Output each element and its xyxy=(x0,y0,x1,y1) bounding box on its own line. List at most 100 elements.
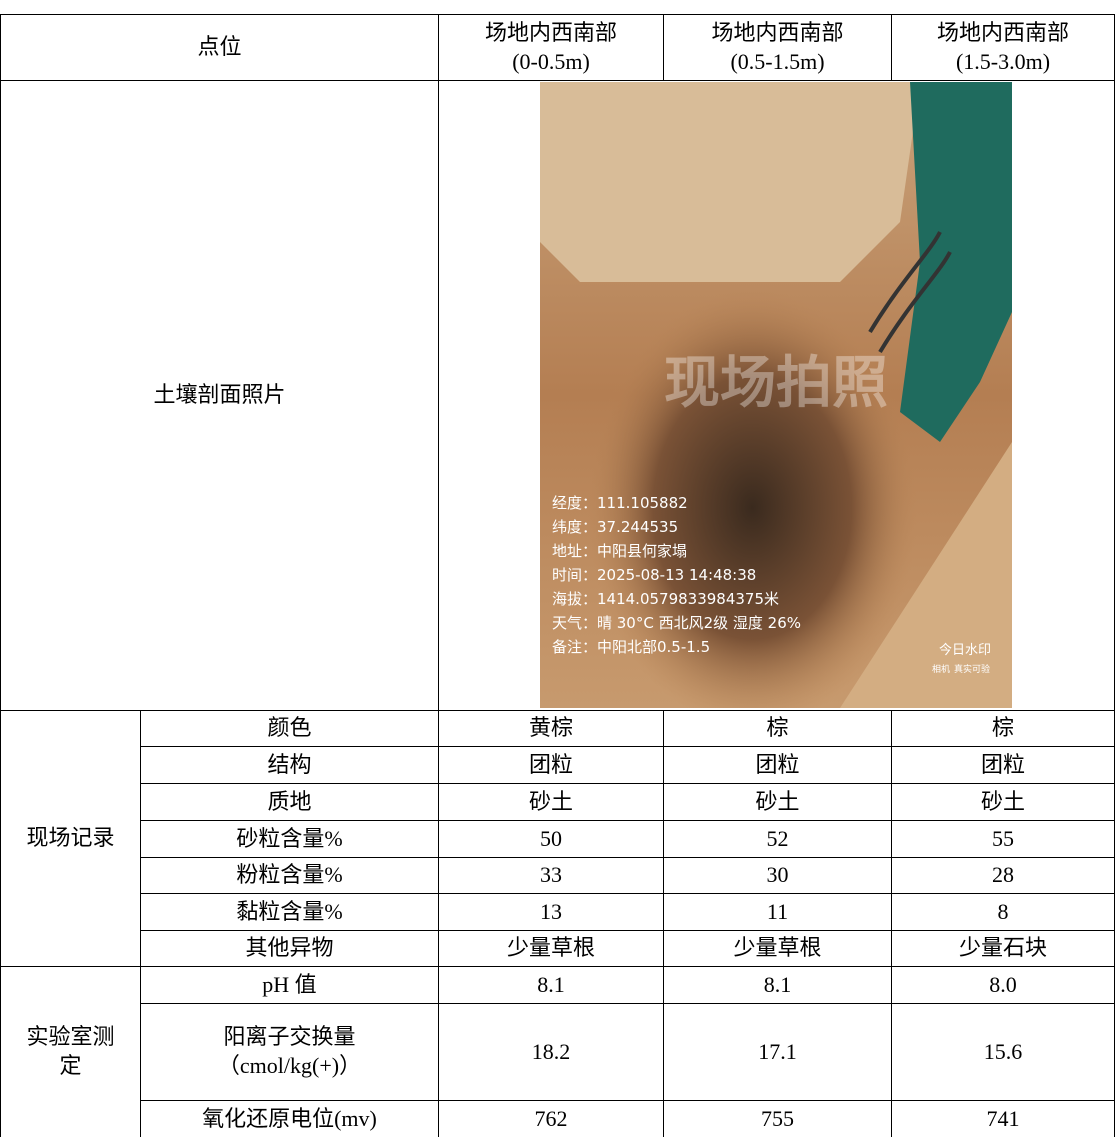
value-cell: 762 xyxy=(438,1100,664,1137)
value-cell: 黄棕 xyxy=(438,710,664,747)
cell-text: 其他异物 xyxy=(245,935,334,961)
value-cell: 741 xyxy=(891,1100,1115,1137)
value-cell: 砂土 xyxy=(663,783,892,821)
cell-text: 少量草根 xyxy=(506,935,595,961)
cell-text: 少量石块 xyxy=(958,935,1047,961)
stamp-text: 相机 xyxy=(932,663,950,675)
label-cell: 土壤剖面照片 xyxy=(0,80,439,711)
cell-text: 颜色 xyxy=(267,715,312,741)
cell-text: 现场记录 xyxy=(26,825,115,851)
row-label: pH 值 xyxy=(140,966,439,1004)
row-label: 粉粒含量% xyxy=(140,857,439,894)
value-cell: 28 xyxy=(891,857,1115,894)
value-cell: 15.6 xyxy=(891,1003,1115,1101)
group-cell: 实验室测定 xyxy=(0,966,141,1137)
cell-text: 762 xyxy=(534,1105,568,1131)
overlay-text: 海拔：1414.0579833984375米 xyxy=(552,590,779,608)
cell-text: （cmol/kg(+)） xyxy=(217,1053,362,1078)
value-cell: 8.0 xyxy=(891,966,1115,1004)
row-label: 氧化还原电位(mv) xyxy=(140,1100,439,1137)
value-cell: 团粒 xyxy=(438,746,664,784)
value-cell: 17.1 xyxy=(663,1003,892,1101)
cell-text: 15.6 xyxy=(983,1038,1023,1064)
cell-text: 30 xyxy=(766,862,789,888)
cell-text: 黏粒含量% xyxy=(236,898,343,924)
value-cell: 8 xyxy=(891,893,1115,931)
overlay-text: 经度：111.105882 xyxy=(552,494,688,512)
overlay-text: 纬度：37.244535 xyxy=(552,518,678,536)
cell-text: 砂土 xyxy=(755,788,800,814)
value-cell: 少量草根 xyxy=(663,930,892,967)
value-cell: 棕 xyxy=(891,710,1115,747)
cell-text: 场地内西南部 xyxy=(711,19,844,45)
stamp-text: 真实可验 xyxy=(954,663,990,675)
cell-text: 17.1 xyxy=(758,1038,797,1064)
value-cell: 18.2 xyxy=(438,1003,664,1101)
group-cell: 现场记录 xyxy=(0,710,141,967)
cell-text: 结构 xyxy=(267,751,312,777)
cell-text: 55 xyxy=(992,825,1014,851)
cell-text: 少量草根 xyxy=(733,935,822,961)
cell-text: 8.1 xyxy=(763,971,792,997)
cell-text: 阳离子交换量 xyxy=(223,1024,356,1050)
row-label: 颜色 xyxy=(140,710,439,747)
cell-text: 8.0 xyxy=(989,971,1017,997)
cell-text: 棕 xyxy=(766,715,789,741)
value-cell: 8.1 xyxy=(438,966,664,1004)
overlay-text: 天气：晴 30°C 西北风2级 湿度 26% xyxy=(552,614,801,632)
cell-text: (0-0.5m) xyxy=(512,48,590,74)
cell-text: 741 xyxy=(986,1105,1020,1131)
cell-text: 8 xyxy=(997,898,1009,924)
cell-text: 18.2 xyxy=(531,1038,571,1064)
value-cell: 少量草根 xyxy=(438,930,664,967)
soil-photo: 现场拍照 经度：111.105882 纬度：37.244535 地址：中阳县何家塌时… xyxy=(540,82,1012,708)
row-label: 质地 xyxy=(140,783,439,821)
value-cell: 砂土 xyxy=(891,783,1115,821)
cell-text: 砂土 xyxy=(980,788,1025,814)
row-label: 黏粒含量% xyxy=(140,893,439,931)
watermark: 现场拍照 xyxy=(664,351,888,416)
cell-text: 氧化还原电位(mv) xyxy=(202,1105,377,1131)
cell-text: 13 xyxy=(540,898,562,924)
value-cell: 少量石块 xyxy=(891,930,1115,967)
overlay-text: 时间：2025-08-13 14:48:38 xyxy=(552,566,756,584)
cell-text: 棕 xyxy=(991,715,1014,741)
value-cell: 11 xyxy=(663,893,892,931)
cell-text: 团粒 xyxy=(980,751,1025,777)
cell-text: 场地内西南部 xyxy=(484,19,617,45)
value-cell: 棕 xyxy=(663,710,892,747)
cell-text: 52 xyxy=(766,825,789,851)
header-cell: 点位 xyxy=(0,14,439,81)
value-cell: 砂土 xyxy=(438,783,664,821)
value-cell: 55 xyxy=(891,820,1115,858)
value-cell: 团粒 xyxy=(663,746,892,784)
value-cell: 50 xyxy=(438,820,664,858)
value-cell: 团粒 xyxy=(891,746,1115,784)
cell-text: 团粒 xyxy=(755,751,800,777)
cell-text: 33 xyxy=(540,862,562,888)
cell-text: (0.5-1.5m) xyxy=(730,48,825,74)
cell-text: 场地内西南部 xyxy=(936,19,1069,45)
cell-text: 土壤剖面照片 xyxy=(153,382,286,408)
row-label: 其他异物 xyxy=(140,930,439,967)
header-cell: 场地内西南部 (1.5-3.0m) xyxy=(891,14,1115,81)
overlay-text: 备注：中阳北部0.5-1.5 xyxy=(552,638,710,656)
cell-text: 实验室测定 xyxy=(26,1024,115,1078)
value-cell: 755 xyxy=(663,1100,892,1137)
cell-text: (1.5-3.0m) xyxy=(955,48,1051,74)
cell-text: pH 值 xyxy=(262,971,317,997)
row-label: 砂粒含量% xyxy=(140,820,439,858)
cell-text: 团粒 xyxy=(528,751,573,777)
value-cell: 13 xyxy=(438,893,664,931)
cell-text: 点位 xyxy=(197,34,242,60)
cell-text: 砂土 xyxy=(528,788,573,814)
cell-text: 砂粒含量% xyxy=(236,825,343,851)
stamp-title: 今日水印 xyxy=(939,642,991,658)
row-label: 阳离子交换量 （cmol/kg(+)） xyxy=(140,1003,439,1101)
overlay-text: 地址：中阳县何家塌 xyxy=(552,542,687,560)
cell-text: 755 xyxy=(761,1105,794,1131)
header-cell: 场地内西南部 (0-0.5m) xyxy=(438,14,664,81)
value-cell: 52 xyxy=(663,820,892,858)
header-cell: 场地内西南部 (0.5-1.5m) xyxy=(663,14,892,81)
